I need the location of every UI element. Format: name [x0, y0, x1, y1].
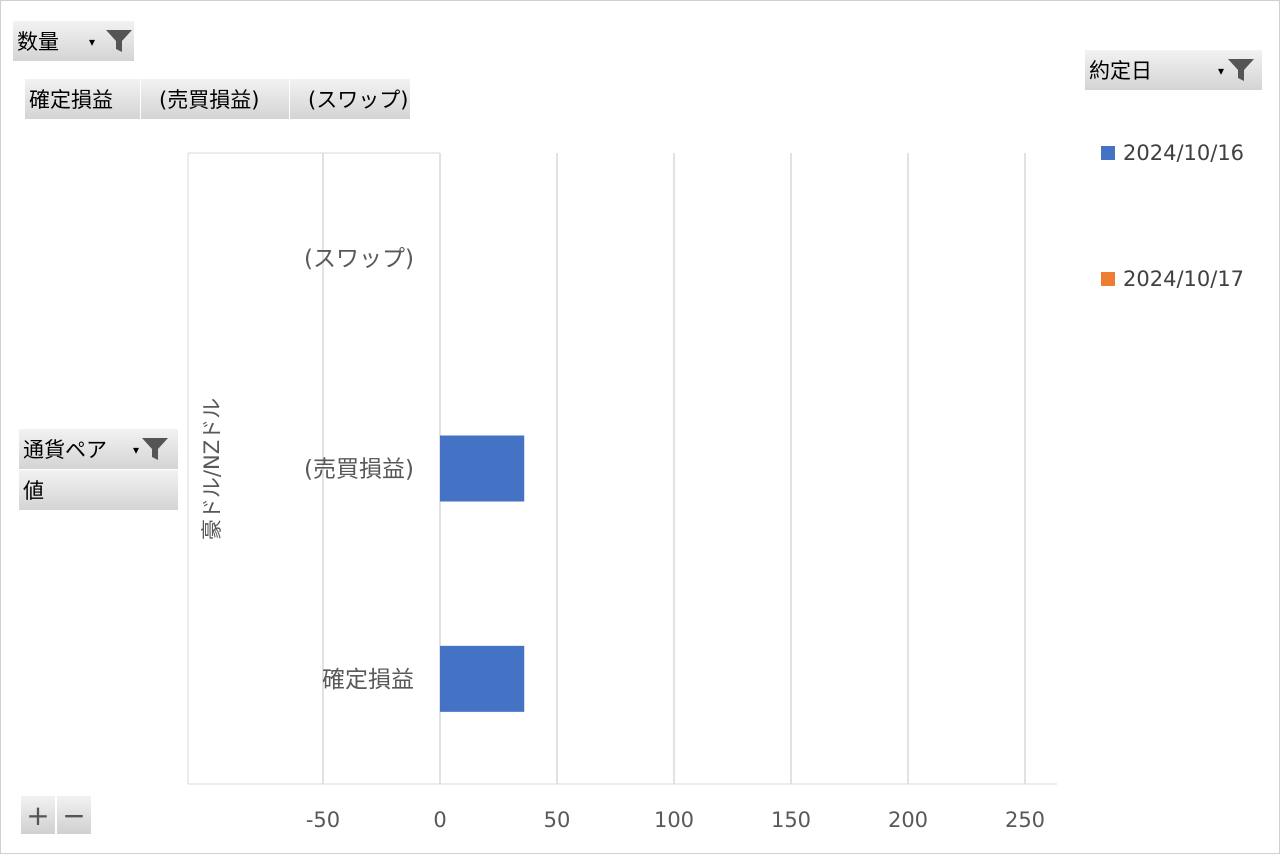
values-field-button[interactable]: 値 — [19, 470, 179, 510]
x-tick-label: 100 — [654, 808, 694, 832]
legend-item-2024-10-17[interactable]: 2024/10/17 — [1101, 267, 1244, 291]
chevron-down-icon: ▾ — [89, 35, 96, 49]
x-tick-label: 50 — [544, 808, 571, 832]
value-field-button[interactable]: 数量 ▾ — [13, 21, 135, 61]
value-button-confirmed[interactable]: 確定損益 — [25, 79, 141, 119]
legend-item-2024-10-16[interactable]: 2024/10/16 — [1101, 141, 1244, 165]
x-tick-label: 250 — [1005, 808, 1045, 832]
chevron-down-icon: ▾ — [133, 443, 140, 457]
filter-funnel-icon[interactable] — [141, 436, 169, 462]
value-button-swap[interactable]: (スワップ) — [290, 79, 411, 119]
category-label: (売買損益) — [304, 457, 414, 483]
row-field-label: 通貨ペア — [23, 438, 107, 462]
column-field-button[interactable]: 約定日 ▾ — [1085, 50, 1263, 90]
row-field-button[interactable]: 通貨ペア ▾ — [19, 429, 179, 469]
x-tick-label: 0 — [433, 808, 446, 832]
x-tick-label: -50 — [306, 808, 340, 832]
bar-2024/10/16-0[interactable] — [440, 645, 525, 712]
expand-button[interactable]: + — [21, 796, 55, 834]
collapse-button[interactable]: − — [57, 796, 91, 834]
column-field-label: 約定日 — [1089, 59, 1152, 83]
value-field-label: 数量 — [17, 30, 59, 54]
legend-label: 2024/10/17 — [1123, 267, 1245, 291]
chevron-down-icon: ▾ — [1218, 64, 1225, 78]
legend-swatch — [1101, 146, 1115, 160]
category-label: (スワップ) — [304, 246, 414, 272]
x-tick-label: 150 — [771, 808, 811, 832]
legend-label: 2024/10/16 — [1123, 141, 1245, 165]
legend-swatch — [1101, 272, 1115, 286]
value-button-trade[interactable]: (売買損益) — [141, 79, 290, 119]
x-tick-label: 200 — [888, 808, 928, 832]
filter-funnel-icon[interactable] — [1227, 57, 1255, 83]
filter-funnel-icon[interactable] — [105, 28, 133, 54]
group-label: 豪ドル/NZドル — [200, 398, 224, 540]
bar-2024/10/16-1[interactable] — [440, 435, 525, 502]
category-label: 確定損益 — [322, 667, 414, 693]
